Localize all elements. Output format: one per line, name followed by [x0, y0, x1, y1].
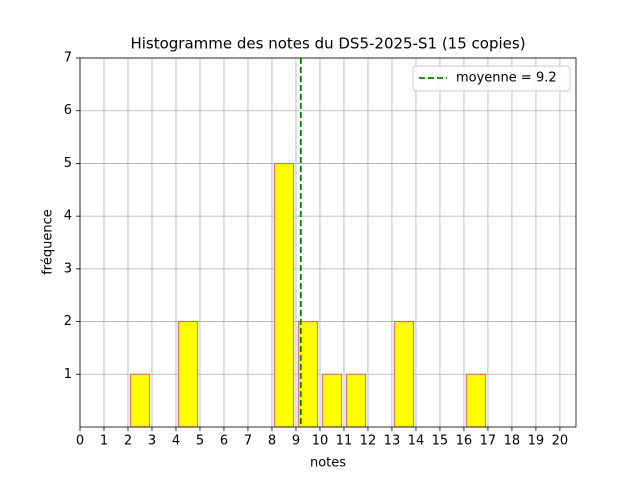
x-tick-label: 0: [76, 434, 84, 449]
x-tick-label: 10: [312, 434, 329, 449]
bar: [393, 321, 415, 428]
y-tick-label: 1: [64, 367, 72, 382]
x-tick-label: 4: [172, 434, 180, 449]
bar: [177, 321, 199, 428]
y-tick-label: 5: [64, 156, 72, 171]
x-tick-label: 18: [504, 434, 521, 449]
x-tick-label: 13: [384, 434, 401, 449]
y-tick-label: 2: [64, 314, 72, 329]
x-tick-label: 20: [552, 434, 569, 449]
legend-box: [412, 65, 571, 92]
y-axis-label: fréquence: [41, 209, 56, 275]
y-tick-label: 4: [64, 209, 72, 224]
bar: [345, 373, 367, 428]
x-tick-label: 17: [480, 434, 497, 449]
x-axis-label: notes: [310, 456, 346, 471]
x-tick-label: 19: [528, 434, 545, 449]
x-tick-label: 16: [456, 434, 473, 449]
axes-frame: [79, 57, 577, 428]
x-tick-label: 7: [244, 434, 252, 449]
x-tick-label: 9: [292, 434, 300, 449]
x-tick-label: 8: [268, 434, 276, 449]
x-tick-label: 2: [124, 434, 132, 449]
x-tick-label: 6: [220, 434, 228, 449]
x-tick-label: 1: [100, 434, 108, 449]
legend-label: moyenne = 9.2: [456, 71, 557, 86]
y-tick-label: 6: [64, 103, 72, 118]
chart-title: Histogramme des notes du DS5-2025-S1 (15…: [130, 35, 525, 53]
x-tick-label: 5: [196, 434, 204, 449]
bar: [129, 373, 151, 428]
x-tick-label: 11: [336, 434, 353, 449]
bar: [465, 373, 487, 428]
x-tick-label: 3: [148, 434, 156, 449]
y-tick-label: 7: [64, 51, 72, 66]
x-tick-label: 12: [360, 434, 377, 449]
x-tick-label: 15: [432, 434, 449, 449]
bar: [321, 373, 343, 428]
x-tick-label: 14: [408, 434, 425, 449]
bar: [273, 162, 295, 428]
y-tick-label: 3: [64, 261, 72, 276]
